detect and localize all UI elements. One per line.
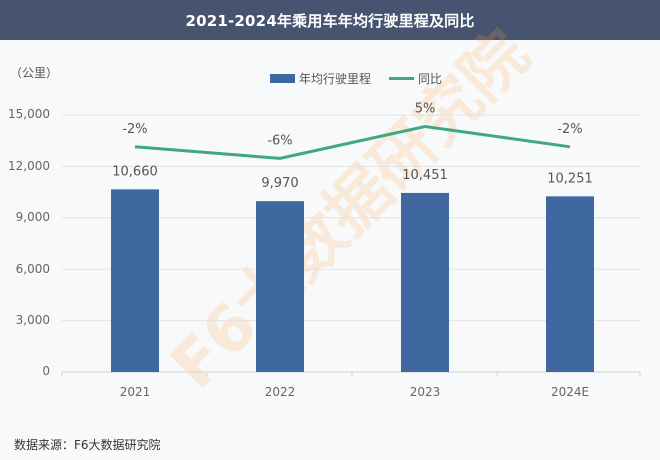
legend-line-label: 同比 <box>418 72 443 86</box>
legend-bar-label: 年均行驶里程 <box>299 72 372 86</box>
data-labels: 10,660 9,970 10,451 10,251 -2% -6% 5% -2% <box>112 102 593 192</box>
bar <box>401 192 449 372</box>
x-tick: 2021 <box>119 385 151 399</box>
bar-value-label: 10,660 <box>112 164 158 179</box>
y-axis-unit: （公里） <box>10 66 59 80</box>
bar <box>256 201 304 372</box>
chart-title: 2021-2024年乘用车年均行驶里程及同比 <box>0 0 660 40</box>
legend: 年均行驶里程 同比 <box>270 70 442 87</box>
legend-bar-swatch <box>270 74 295 83</box>
yoy-line <box>134 124 571 160</box>
bar <box>546 196 594 372</box>
bar-value-label: 9,970 <box>261 176 298 191</box>
data-source: 数据来源：F6大数据研究院 <box>14 438 161 452</box>
yoy-polyline <box>134 124 571 160</box>
x-tick: 2022 <box>264 385 296 399</box>
yoy-value-label: -2% <box>557 122 582 137</box>
y-tick: 6,000 <box>15 262 50 276</box>
y-tick: 12,000 <box>8 159 50 173</box>
bar-value-label: 10,251 <box>547 171 593 186</box>
legend-line-swatch <box>389 77 415 80</box>
y-tick: 0 <box>42 364 50 378</box>
bars <box>111 189 594 372</box>
y-tick: 3,000 <box>15 313 50 327</box>
y-tick: 9,000 <box>15 210 50 224</box>
y-tick: 15,000 <box>8 107 50 121</box>
yoy-value-label: -6% <box>267 133 292 148</box>
bar <box>111 189 159 372</box>
x-tick: 2024E <box>550 385 590 399</box>
yoy-value-label: 5% <box>415 102 436 117</box>
bar-value-label: 10,451 <box>402 168 448 183</box>
x-tick: 2023 <box>409 385 441 399</box>
yoy-value-label: -2% <box>122 122 147 137</box>
